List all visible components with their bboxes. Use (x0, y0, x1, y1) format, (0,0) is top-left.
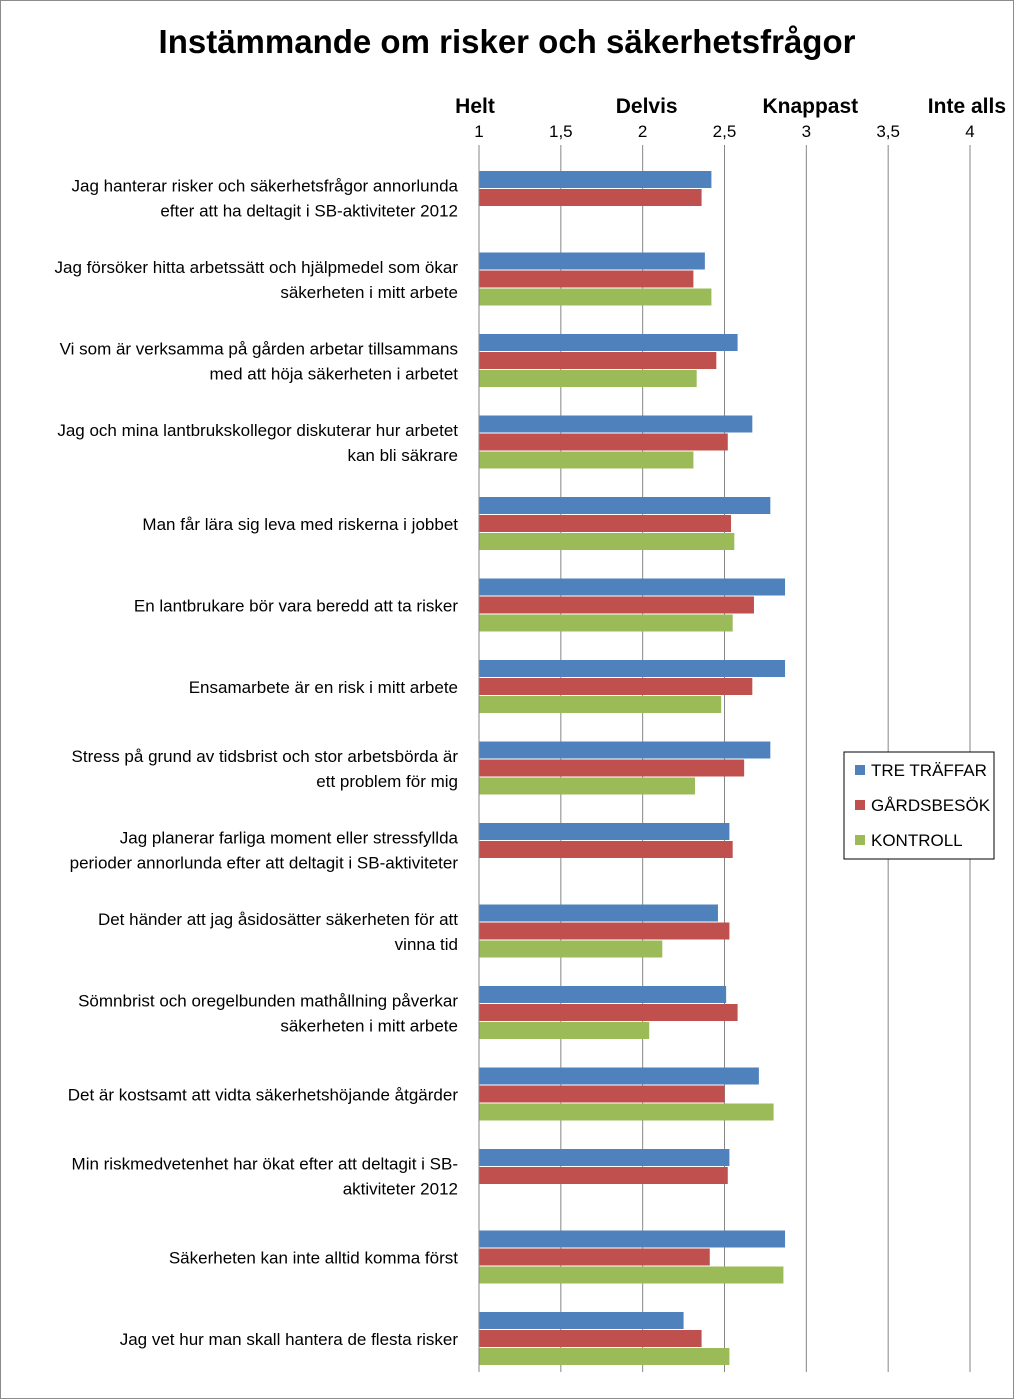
category-label: perioder annorlunda efter att deltagit i… (70, 854, 459, 873)
category-label: säkerheten i mitt arbete (280, 1017, 458, 1036)
category-label: Min riskmedvetenhet har ökat efter att d… (72, 1155, 458, 1174)
axis-anchor-label: Helt (455, 95, 495, 118)
bar-gardsbesok (479, 596, 754, 614)
axis-anchor-label: Inte alls (928, 95, 1006, 118)
bar-tre-traffar (479, 334, 738, 351)
category-label: vinna tid (395, 935, 458, 954)
bar-tre-traffar (479, 171, 712, 188)
bar-gardsbesok (479, 759, 745, 777)
category-label: Vi som är verksamma på gården arbetar ti… (60, 340, 458, 359)
category-label: Det är kostsamt att vidta säkerhetshöjan… (68, 1086, 459, 1105)
legend-swatch (855, 800, 865, 810)
bar-tre-traffar (479, 741, 771, 759)
legend-swatch (855, 765, 865, 775)
bar-gardsbesok (479, 1004, 738, 1021)
category-label: Jag vet hur man skall hantera de flesta … (120, 1330, 459, 1349)
bar-gardsbesok (479, 1330, 702, 1347)
axis-anchor-label: Delvis (616, 95, 678, 118)
bar-gardsbesok (479, 189, 702, 206)
legend-label: KONTROLL (871, 831, 963, 850)
bar-kontroll (479, 1022, 650, 1039)
axis-anchor-label: Knappast (762, 95, 858, 118)
category-label: kan bli säkrare (347, 446, 458, 465)
category-label: efter att ha deltagit i SB-aktiviteter 2… (160, 202, 458, 221)
category-label: aktiviteter 2012 (343, 1180, 458, 1199)
chart-title: Instämmande om risker och säkerhetsfrågo… (159, 23, 856, 60)
category-label: säkerheten i mitt arbete (280, 283, 458, 302)
legend-label: TRE TRÄFFAR (871, 761, 987, 780)
bar-kontroll (479, 614, 733, 632)
bar-tre-traffar (479, 415, 753, 433)
axis-tick-label: 3 (802, 122, 811, 141)
bar-tre-traffar (479, 252, 705, 270)
category-label: ett problem för mig (316, 772, 458, 791)
axis-tick-label: 2 (638, 122, 647, 141)
bar-tre-traffar (479, 986, 727, 1003)
axis-tick-label: 2,5 (713, 122, 737, 141)
category-label: Jag försöker hitta arbetssätt och hjälpm… (55, 258, 459, 277)
axis-tick-label: 4 (965, 122, 974, 141)
category-label: Det händer att jag åsidosätter säkerhete… (98, 910, 458, 929)
axis-tick-label: 1 (474, 122, 483, 141)
category-label: Jag hanterar risker och säkerhetsfrågor … (72, 177, 459, 196)
bar-kontroll (479, 1266, 784, 1284)
bar-kontroll (479, 696, 722, 713)
bar-gardsbesok (479, 515, 732, 532)
bar-tre-traffar (479, 497, 771, 514)
bar-kontroll (479, 370, 697, 387)
legend-swatch (855, 835, 865, 845)
bar-kontroll (479, 451, 694, 469)
bar-gardsbesok (479, 841, 733, 858)
bar-gardsbesok (479, 922, 730, 940)
axis-tick-label: 1,5 (549, 122, 573, 141)
bar-tre-traffar (479, 578, 786, 596)
category-label: Man får lära sig leva med riskerna i job… (142, 515, 458, 534)
bar-gardsbesok (479, 433, 728, 451)
bar-tre-traffar (479, 904, 718, 922)
bar-kontroll (479, 940, 663, 958)
axis-tick-label: 3,5 (876, 122, 900, 141)
category-label: Säkerheten kan inte alltid komma först (169, 1249, 458, 1268)
bar-kontroll (479, 288, 712, 306)
bar-tre-traffar (479, 823, 730, 840)
bar-tre-traffar (479, 1312, 684, 1329)
bar-gardsbesok (479, 270, 694, 288)
bar-gardsbesok (479, 352, 717, 369)
category-label: Jag och mina lantbrukskollegor diskutera… (57, 421, 458, 440)
bar-kontroll (479, 1348, 730, 1365)
bar-gardsbesok (479, 1248, 710, 1266)
bar-gardsbesok (479, 678, 753, 695)
bar-tre-traffar (479, 1230, 786, 1248)
legend-label: GÅRDSBESÖK (871, 796, 991, 815)
category-label: Jag planerar farliga moment eller stress… (120, 829, 459, 848)
bar-tre-traffar (479, 660, 786, 677)
bar-gardsbesok (479, 1085, 725, 1103)
category-label: Sömnbrist och oregelbunden mathållning p… (78, 992, 458, 1011)
category-label: med att höja säkerheten i arbetet (209, 365, 458, 384)
bar-kontroll (479, 777, 696, 795)
bar-tre-traffar (479, 1067, 759, 1085)
category-label: Ensamarbete är en risk i mitt arbete (189, 678, 458, 697)
category-label: Stress på grund av tidsbrist och stor ar… (72, 747, 459, 766)
bar-tre-traffar (479, 1149, 730, 1166)
bar-gardsbesok (479, 1167, 728, 1184)
legend-box (843, 751, 995, 860)
bar-kontroll (479, 1103, 774, 1121)
category-label: En lantbrukare bör vara beredd att ta ri… (134, 597, 458, 616)
bar-kontroll (479, 533, 735, 550)
